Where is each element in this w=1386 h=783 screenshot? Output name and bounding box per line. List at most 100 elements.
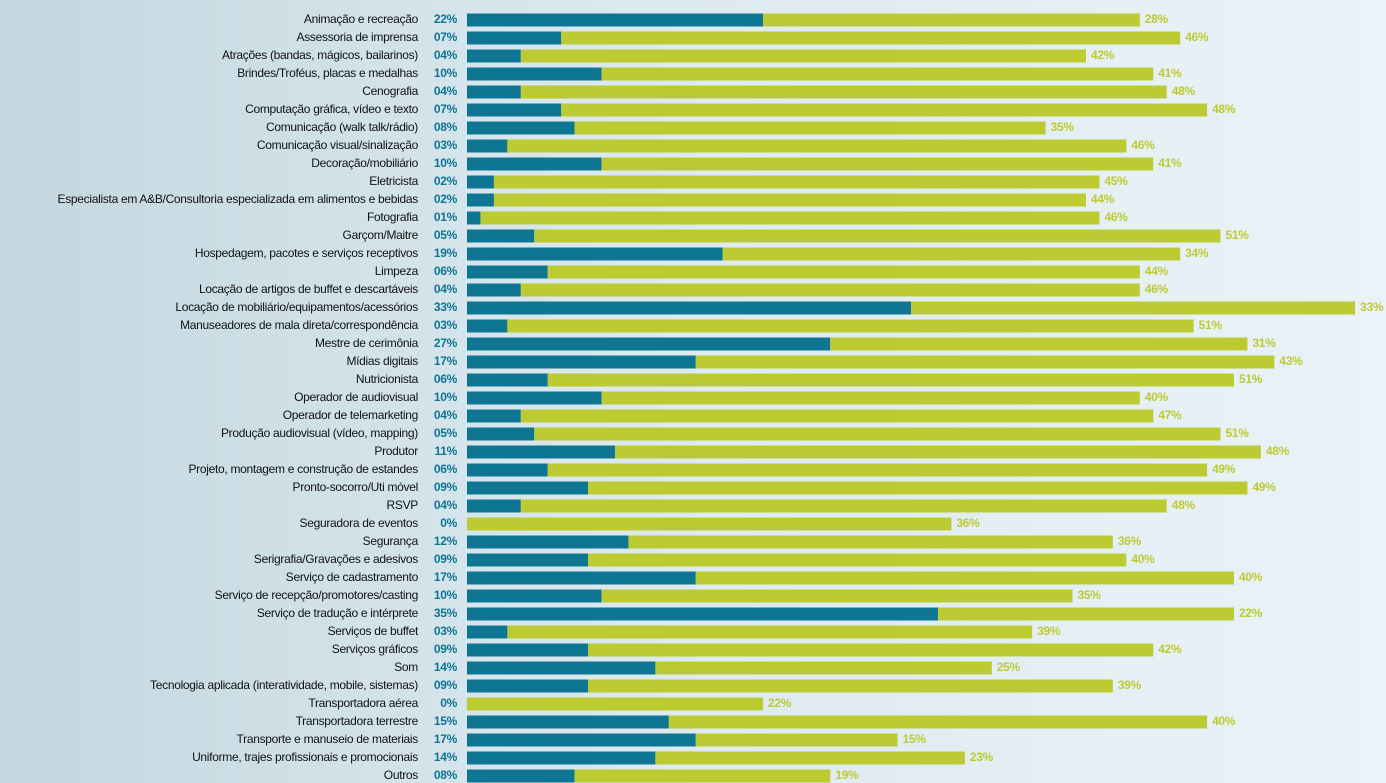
value-label: 39%: [1118, 678, 1142, 692]
value-label: 34%: [1185, 246, 1209, 260]
category-label: Produção audiovisual (vídeo, mapping): [221, 426, 418, 440]
value-label: 06%: [434, 372, 458, 386]
bar-segment: [467, 121, 575, 135]
category-label: Seguradora de eventos: [300, 516, 419, 530]
bar-segment: [628, 535, 1113, 549]
category-label: Operador de telemarketing: [283, 408, 418, 422]
category-label: Serviço de tradução e intérprete: [257, 606, 419, 620]
bar-segment: [467, 643, 589, 657]
value-label: 17%: [434, 570, 458, 584]
bar-segment: [467, 733, 696, 747]
bar-segment: [467, 517, 952, 531]
bar-segment: [467, 103, 562, 117]
value-label: 14%: [434, 750, 458, 764]
value-label: 17%: [434, 354, 458, 368]
category-label: Serviço de cadastramento: [286, 570, 419, 584]
bar-segment: [467, 535, 629, 549]
value-label: 15%: [434, 714, 458, 728]
category-label: Serigrafia/Gravações e adesivos: [254, 552, 418, 566]
value-label: 05%: [434, 426, 458, 440]
value-label: 51%: [1239, 372, 1263, 386]
bar-segment: [588, 679, 1113, 693]
bar-segment: [467, 463, 548, 477]
value-label: 35%: [1051, 120, 1075, 134]
value-label: 36%: [956, 516, 980, 530]
value-label: 39%: [1037, 624, 1061, 638]
value-label: 48%: [1172, 84, 1196, 98]
value-label: 09%: [434, 480, 458, 494]
value-label: 09%: [434, 552, 458, 566]
value-label: 10%: [434, 390, 458, 404]
category-label: Animação e recreação: [304, 12, 419, 26]
bar-segment: [655, 751, 965, 765]
value-label: 41%: [1158, 156, 1182, 170]
category-label: Serviços gráficos: [332, 642, 419, 656]
category-label: Limpeza: [375, 264, 419, 278]
value-label: 0%: [440, 696, 457, 710]
category-label: Eletricista: [369, 174, 418, 188]
bar-segment: [467, 499, 521, 513]
value-label: 01%: [434, 210, 458, 224]
bar-segment: [615, 445, 1261, 459]
value-label: 10%: [434, 156, 458, 170]
bar-segment: [507, 139, 1127, 153]
value-label: 51%: [1199, 318, 1223, 332]
value-label: 46%: [1185, 30, 1209, 44]
value-label: 02%: [434, 192, 458, 206]
bar-segment: [467, 67, 602, 81]
value-label: 0%: [440, 516, 457, 530]
value-label: 14%: [434, 660, 458, 674]
value-label: 03%: [434, 318, 458, 332]
category-label: Transportadora aérea: [308, 696, 418, 710]
value-label: 06%: [434, 462, 458, 476]
bar-segment: [534, 229, 1221, 243]
category-label: Comunicação (walk talk/rádio): [266, 120, 418, 134]
value-label: 36%: [1118, 534, 1142, 548]
bar-segment: [467, 427, 535, 441]
bar-segment: [467, 679, 589, 693]
category-label: Outros: [384, 768, 419, 782]
bar-segment: [561, 31, 1181, 45]
category-label: Fotografia: [367, 210, 419, 224]
bar-segment: [467, 193, 494, 207]
value-label: 17%: [434, 732, 458, 746]
value-label: 40%: [1131, 552, 1155, 566]
category-label: Locação de artigos de buffet e descartáv…: [199, 282, 418, 296]
value-label: 28%: [1145, 12, 1169, 26]
bar-segment: [467, 229, 535, 243]
bar-segment: [467, 661, 656, 675]
value-label: 49%: [1252, 480, 1276, 494]
bar-segment: [547, 265, 1140, 279]
category-label: Som: [394, 660, 418, 674]
bar-segment: [467, 445, 616, 459]
value-label: 42%: [1158, 642, 1182, 656]
bar-segment: [467, 211, 481, 225]
bar-segment: [493, 193, 1086, 207]
bar-segment: [467, 373, 548, 387]
bar-segment: [467, 175, 494, 189]
bar-segment: [467, 391, 602, 405]
category-label: Computação gráfica, vídeo e texto: [245, 102, 418, 116]
bar-segment: [520, 283, 1140, 297]
value-label: 51%: [1226, 228, 1250, 242]
bar-segment: [467, 85, 521, 99]
value-label: 22%: [434, 12, 458, 26]
bar-segment: [695, 733, 898, 747]
bar-segment: [467, 319, 508, 333]
category-label: RSVP: [387, 498, 419, 512]
bar-segment: [911, 301, 1356, 315]
value-label: 51%: [1226, 426, 1250, 440]
category-label: Pronto-socorro/Uti móvel: [292, 480, 418, 494]
bar-segment: [830, 337, 1248, 351]
bar-segment: [588, 481, 1248, 495]
value-label: 31%: [1252, 336, 1276, 350]
bar-segment: [937, 607, 1234, 621]
value-label: 48%: [1266, 444, 1290, 458]
value-label: 35%: [434, 606, 458, 620]
category-label: Manuseadores de mala direta/correspondên…: [180, 318, 419, 332]
category-label: Segurança: [363, 534, 419, 548]
category-label: Especialista em A&B/Consultoria especial…: [58, 192, 419, 206]
bar-segment: [547, 373, 1234, 387]
value-label: 44%: [1145, 264, 1169, 278]
